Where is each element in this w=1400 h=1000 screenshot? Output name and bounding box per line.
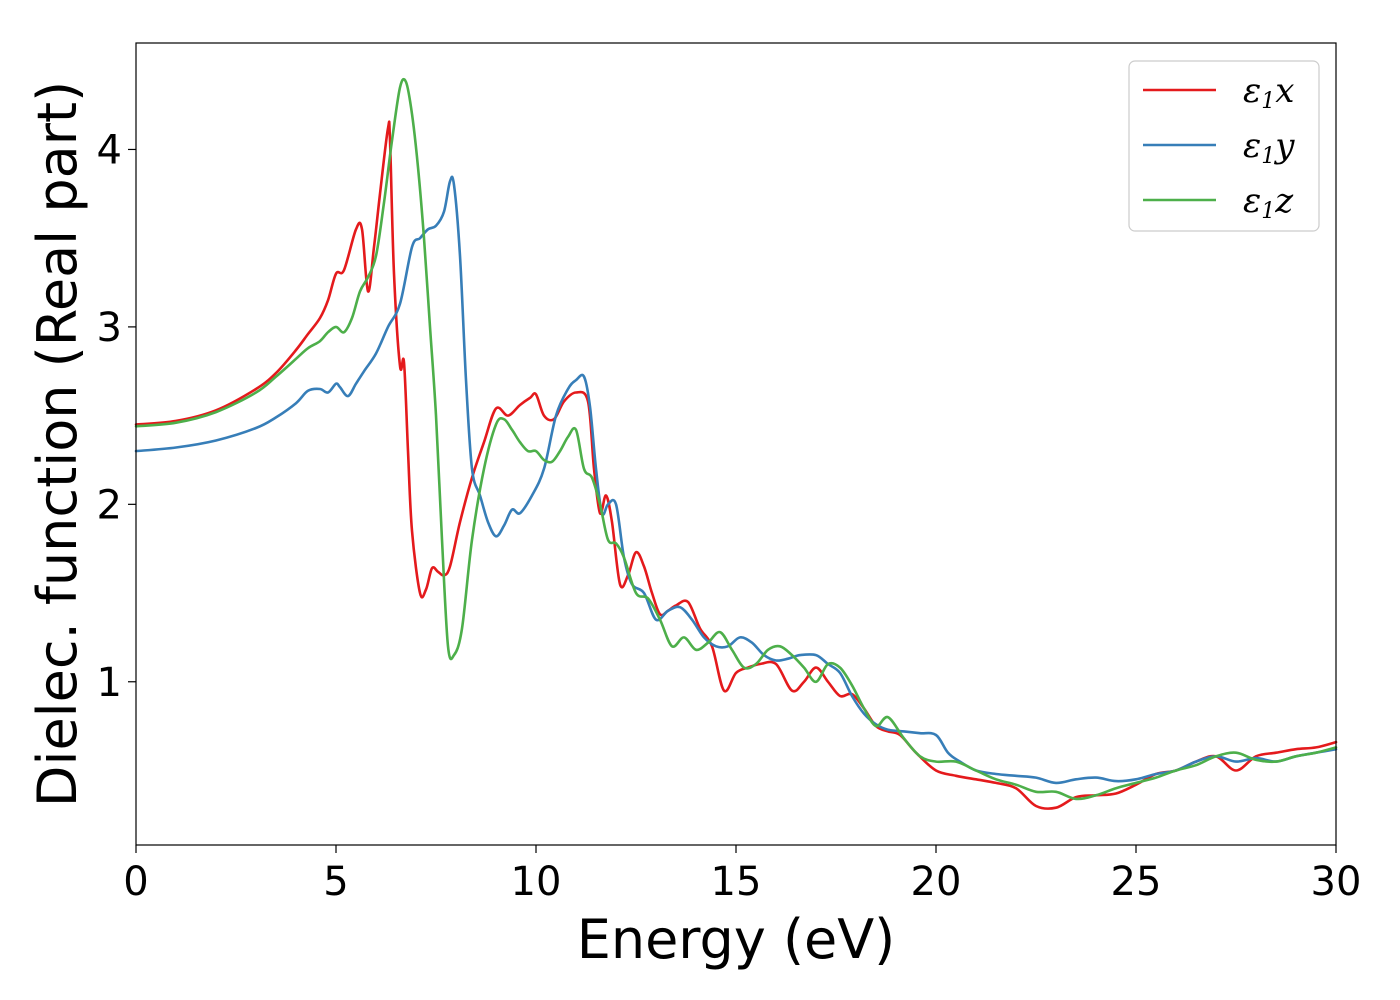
y-tick-label: 1 <box>97 660 122 706</box>
legend-label-x: ε1x <box>1243 71 1294 114</box>
series-line-x <box>134 120 1338 810</box>
x-tick-label: 15 <box>711 859 762 905</box>
x-tick-label: 0 <box>123 859 148 905</box>
series-line-y <box>134 175 1338 785</box>
x-tick-label: 25 <box>1111 859 1162 905</box>
legend-label-z: ε1z <box>1243 181 1294 224</box>
x-tick-label: 10 <box>511 859 562 905</box>
legend: ε1x ε1y ε1z <box>1128 60 1320 232</box>
y-tick-label: 4 <box>97 127 122 173</box>
x-tick-label: 20 <box>911 859 962 905</box>
x-tick-label: 5 <box>323 859 348 905</box>
x-axis-label: Energy (eV) <box>577 908 896 971</box>
axis-ticks: 0 5 10 15 20 25 30 1 2 3 4 <box>97 127 1362 905</box>
x-tick-label: 30 <box>1311 859 1362 905</box>
series-lines <box>134 77 1338 810</box>
legend-frame <box>1128 60 1320 232</box>
y-tick-label: 2 <box>97 482 122 528</box>
y-tick-label: 3 <box>97 305 122 351</box>
legend-label-y: ε1y <box>1243 126 1295 169</box>
series-line-z <box>134 77 1338 801</box>
y-axis-label: Dielec. function (Real part) <box>26 81 89 807</box>
